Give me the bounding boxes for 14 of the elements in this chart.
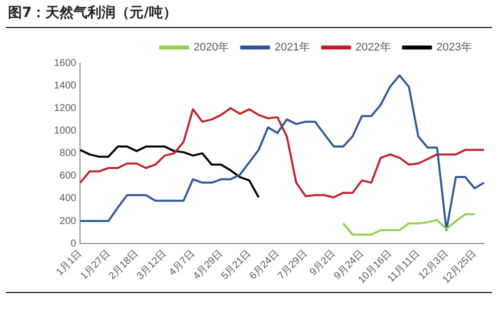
- y-tick-label: 0: [70, 238, 77, 250]
- legend-label: 2020年: [194, 42, 230, 54]
- legend-label: 2021年: [274, 42, 310, 54]
- y-tick-label: 1600: [54, 58, 77, 69]
- legend-label: 2022年: [356, 42, 392, 54]
- legend-label: 2023年: [436, 42, 472, 54]
- y-tick-label: 400: [60, 193, 77, 204]
- y-tick-label: 1000: [54, 125, 77, 136]
- y-tick-label: 1400: [54, 80, 77, 92]
- y-tick-label: 1200: [54, 102, 77, 114]
- chart-title: 图7：天然气利润（元/吨）: [8, 4, 177, 22]
- y-tick-label: 800: [60, 148, 77, 160]
- y-tick-label: 600: [60, 170, 77, 182]
- y-tick-label: 200: [60, 216, 77, 227]
